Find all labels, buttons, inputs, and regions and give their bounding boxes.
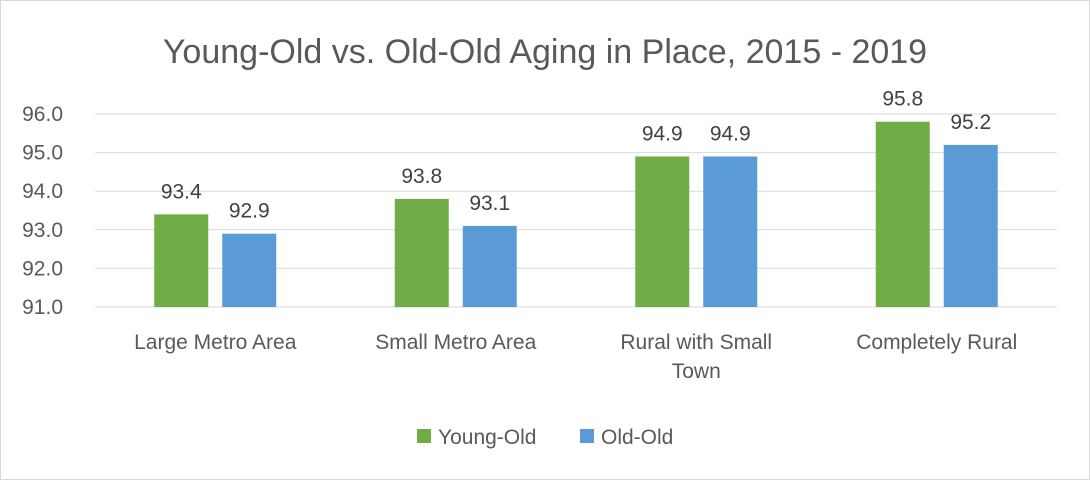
y-tick-label: 93.0 — [22, 219, 63, 242]
x-category-label: Small Metro Area — [375, 331, 536, 354]
bar-young-old — [154, 214, 209, 307]
y-tick-label: 94.0 — [22, 180, 63, 203]
x-category-label: Rural with Small — [620, 331, 772, 354]
data-label: 93.1 — [469, 192, 510, 215]
y-axis-ticks: 91.0 92.0 93.0 94.0 95.0 96.0 — [22, 103, 63, 319]
y-tick-label: 95.0 — [22, 142, 63, 165]
bar-old-old — [462, 225, 517, 307]
data-label: 94.9 — [642, 122, 683, 145]
bar-young-old — [875, 121, 930, 307]
data-labels: 93.4 92.9 93.8 93.1 94.9 94.9 95.8 95.2 — [161, 88, 991, 223]
legend: Young-Old Old-Old — [417, 426, 673, 449]
bar-old-old — [943, 144, 998, 307]
data-label: 95.8 — [882, 88, 923, 111]
x-category-label: Large Metro Area — [134, 331, 297, 354]
x-axis-categories: Large Metro Area Small Metro Area Rural wi… — [134, 331, 1017, 383]
y-tick-label: 91.0 — [22, 296, 63, 319]
data-label: 94.9 — [710, 122, 751, 145]
bar-old-old — [703, 156, 758, 307]
y-tick-label: 92.0 — [22, 257, 63, 280]
bar-young-old — [394, 198, 449, 307]
bar-old-old — [222, 233, 277, 307]
data-label: 95.2 — [950, 111, 991, 134]
bar-young-old — [635, 156, 690, 307]
x-category-label: Town — [672, 360, 721, 383]
bars — [154, 121, 998, 307]
data-label: 93.4 — [161, 180, 202, 203]
legend-label: Young-Old — [438, 426, 536, 449]
legend-swatch — [417, 429, 431, 443]
y-tick-label: 96.0 — [22, 103, 63, 126]
data-label: 93.8 — [401, 165, 442, 188]
x-category-label: Completely Rural — [856, 331, 1017, 354]
legend-label: Old-Old — [601, 426, 673, 449]
data-label: 92.9 — [229, 200, 270, 223]
chart-title: Young-Old vs. Old-Old Aging in Place, 20… — [163, 33, 927, 71]
legend-swatch — [580, 429, 594, 443]
